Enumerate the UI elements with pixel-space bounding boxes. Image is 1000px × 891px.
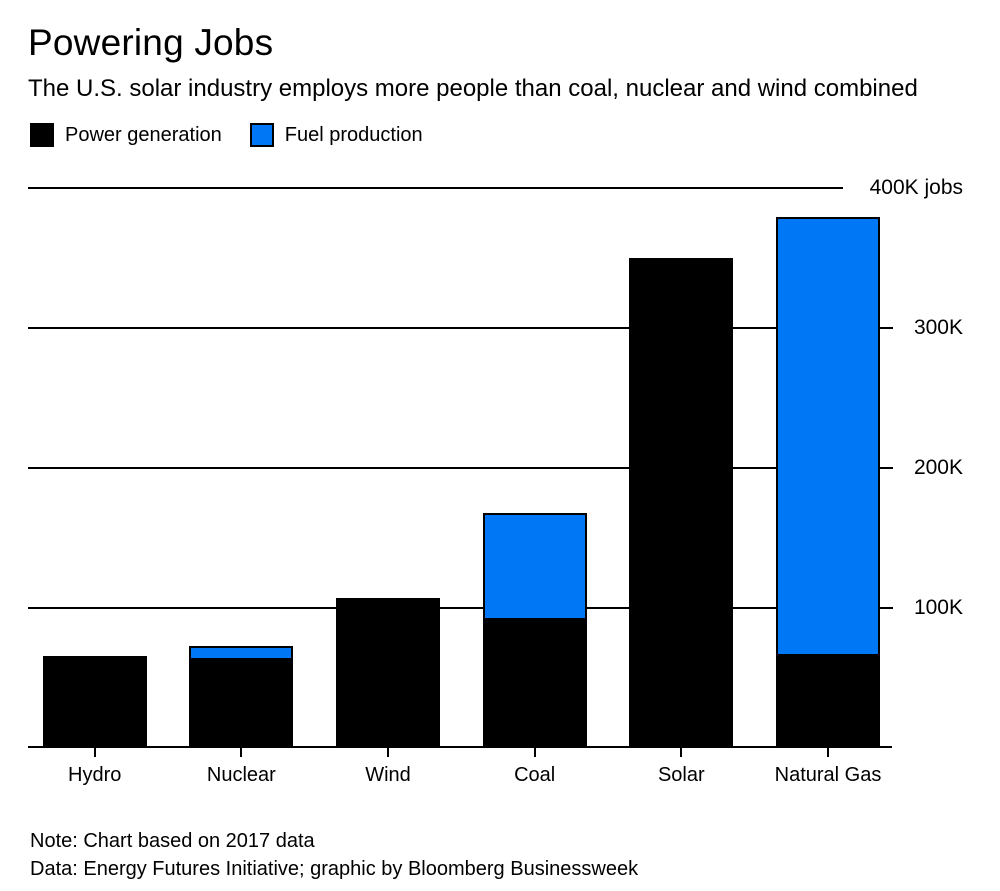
bar-solar (629, 258, 734, 748)
y-axis-tick-100000 (878, 607, 893, 609)
gridline-200000 (28, 467, 880, 469)
x-axis-tick-solar (680, 748, 683, 757)
power-generation-swatch-icon (30, 123, 54, 147)
legend-label: Power generation (65, 123, 222, 146)
fuel-production-swatch-icon (249, 123, 274, 147)
legend-item-fuel-production: Fuel production (249, 123, 423, 147)
y-axis-label-100000: 100K (913, 596, 963, 619)
gridline-100000 (28, 607, 880, 609)
source-credit: Data: Energy Futures Initiative; graphic… (30, 858, 639, 880)
y-axis-label-200000: 200K (913, 456, 963, 479)
legend-label: Fuel production (284, 123, 423, 146)
x-axis-label-coal: Coal (514, 764, 556, 786)
bar-segment-power-generation (191, 658, 292, 746)
x-axis-tick-nuclear (240, 748, 243, 757)
x-axis-tick-coal (533, 748, 536, 757)
chart-subtitle: The U.S. solar industry employs more peo… (28, 75, 918, 102)
bar-segment-power-generation (778, 654, 878, 746)
x-axis-tick-natural-gas (827, 748, 829, 757)
x-axis-tick-hydro (93, 748, 96, 757)
y-axis-tick-300000 (878, 327, 893, 329)
gridline-400000 (28, 187, 843, 189)
gridline-300000 (28, 327, 880, 329)
bar-coal (482, 512, 587, 748)
bar-wind (336, 598, 441, 748)
bar-segment-power-generation (484, 617, 585, 746)
bar-natural-gas (776, 217, 880, 748)
chart-title: Powering Jobs (28, 22, 274, 63)
bar-hydro (42, 655, 147, 748)
x-axis-tick-wind (387, 748, 390, 757)
bar-nuclear (189, 645, 294, 748)
plot-area: 400K jobs 300K 200K 100K Hydro Nuclear Wind Coa… (0, 176, 1000, 848)
legend-item-power-generation: Power generation (30, 123, 222, 147)
x-axis-label-natural-gas: Natural Gas (774, 764, 882, 786)
y-axis-label-300000: 300K (913, 316, 963, 339)
footnote: Note: Chart based on 2017 data (30, 830, 315, 852)
x-axis-label-hydro: Hydro (68, 764, 122, 786)
chart-footer: Note: Chart based on 2017 data Data: Ene… (30, 827, 638, 883)
y-axis-tick-200000 (878, 467, 893, 469)
x-axis-label-wind: Wind (365, 764, 411, 786)
x-axis-label-solar: Solar (657, 764, 705, 786)
x-axis-label-nuclear: Nuclear (206, 764, 276, 786)
y-axis-label-400000: 400K jobs (869, 176, 963, 199)
x-axis-line (28, 746, 892, 748)
legend: Power generation Fuel production (30, 123, 423, 147)
